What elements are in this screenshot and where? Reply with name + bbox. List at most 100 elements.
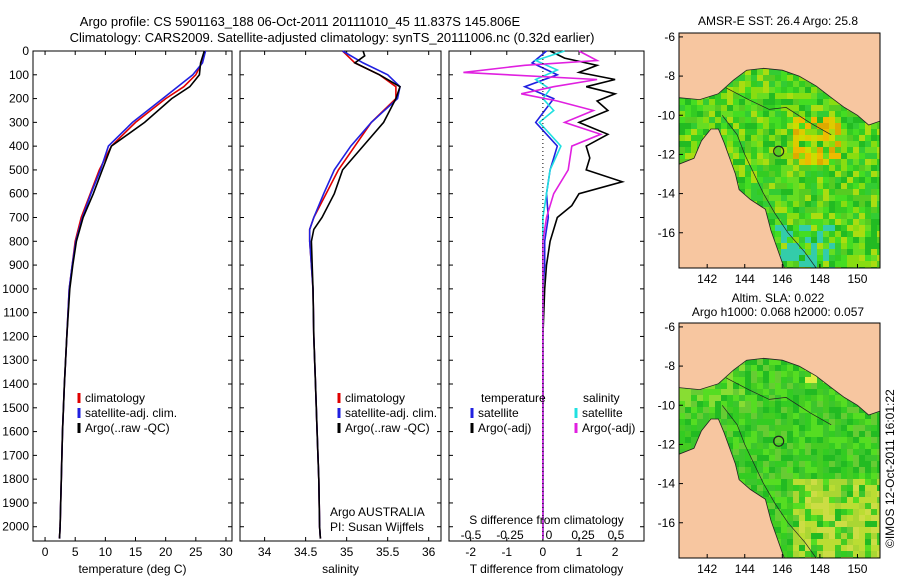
sla-map-data-cell: [847, 527, 853, 533]
sst-map-data-cell: [847, 159, 853, 165]
sst-map-data-cell: [787, 105, 793, 111]
sla-map-data-cell: [775, 425, 781, 431]
sst-map-data-cell: [871, 195, 877, 201]
sst-map-data-cell: [775, 147, 781, 153]
sst-map-land-australia: [679, 128, 785, 268]
sla-map-data-cell: [805, 371, 811, 377]
sla-map-data-cell: [865, 527, 871, 533]
sst-map-data-cell: [691, 123, 697, 129]
sla-map-data-cell: [841, 407, 847, 413]
sla-map-data-cell: [847, 491, 853, 497]
sst-map-data-cell: [859, 123, 865, 129]
sst-map-xtick-label: 142: [697, 272, 717, 286]
sst-map-data-cell: [781, 81, 787, 87]
sst-map-data-cell: [697, 129, 703, 135]
sst-map-data-cell: [727, 129, 733, 135]
sst-map-data-cell: [769, 195, 775, 201]
sla-map-data-cell: [865, 521, 871, 527]
sla-map-data-cell: [787, 479, 793, 485]
sla-map-data-cell: [835, 467, 841, 473]
sla-map-data-cell: [841, 425, 847, 431]
sla-map-ytick-label: -16: [658, 516, 676, 530]
sla-map-data-cell: [775, 521, 781, 527]
sla-map-data-cell: [703, 401, 709, 407]
sla-map-data-cell: [787, 491, 793, 497]
sst-map-data-cell: [871, 147, 877, 153]
sst-map-data-cell: [811, 141, 817, 147]
sst-map-data-cell: [757, 147, 763, 153]
sla-map-data-cell: [775, 509, 781, 515]
sst-map-data-cell: [811, 117, 817, 123]
sst-map-data-cell: [805, 99, 811, 105]
sst-map-data-cell: [751, 111, 757, 117]
sla-map-data-cell: [847, 449, 853, 455]
sst-map-data-cell: [691, 129, 697, 135]
sla-map-data-cell: [829, 539, 835, 545]
sla-map-data-cell: [793, 503, 799, 509]
sla-map-data-cell: [865, 431, 871, 437]
sla-map-data-cell: [877, 491, 880, 497]
sla-map-data-cell: [685, 425, 691, 431]
sst-map-data-cell: [847, 189, 853, 195]
sla-map-data-cell: [685, 443, 691, 449]
sla-map-data-cell: [787, 449, 793, 455]
sla-map-data-cell: [727, 371, 733, 377]
sla-map-data-cell: [829, 449, 835, 455]
sst-map-data-cell: [823, 105, 829, 111]
sst-map-data-cell: [871, 129, 877, 135]
sla-map-data-cell: [859, 515, 865, 521]
sst-map-data-cell: [793, 81, 799, 87]
sst-map-data-cell: [865, 225, 871, 231]
sst-map-data-cell: [853, 249, 859, 255]
sla-map-data-cell: [781, 521, 787, 527]
sst-map-data-cell: [823, 237, 829, 243]
sla-map-data-cell: [823, 431, 829, 437]
sla-map-data-cell: [787, 485, 793, 491]
sst-map-data-cell: [865, 261, 871, 267]
sst-map-data-cell: [787, 117, 793, 123]
sst-map-data-cell: [817, 141, 823, 147]
sla-map-data-cell: [697, 395, 703, 401]
sst-map-data-cell: [775, 159, 781, 165]
sst-map-data-cell: [775, 135, 781, 141]
sla-map-data-cell: [829, 401, 835, 407]
sla-map-data-cell: [787, 497, 793, 503]
difference-legend-salinity-title: salinity: [583, 391, 620, 405]
salinity-xtick-label: 34.5: [294, 545, 318, 559]
sla-map-data-cell: [805, 449, 811, 455]
sst-map-data-cell: [769, 213, 775, 219]
sla-map-data-cell: [715, 407, 721, 413]
sla-map-data-cell: [835, 431, 841, 437]
sla-map-data-cell: [865, 449, 871, 455]
sst-map-data-cell: [769, 117, 775, 123]
sst-map-data-cell: [847, 225, 853, 231]
sst-map-data-cell: [859, 255, 865, 261]
sla-map-data-cell: [745, 431, 751, 437]
sla-map-data-cell: [781, 365, 787, 371]
sst-map-data-cell: [805, 201, 811, 207]
sst-map-data-cell: [871, 183, 877, 189]
sla-map-data-cell: [787, 467, 793, 473]
sla-map-data-cell: [847, 413, 853, 419]
sla-map-data-cell: [841, 473, 847, 479]
sla-map-data-cell: [829, 437, 835, 443]
sst-map-data-cell: [799, 219, 805, 225]
sst-map-data-cell: [745, 123, 751, 129]
sst-map-data-cell: [739, 81, 745, 87]
sla-map-data-cell: [793, 437, 799, 443]
sst-map-data-cell: [847, 231, 853, 237]
sst-map-data-cell: [871, 261, 877, 267]
sst-map-data-cell: [853, 237, 859, 243]
sla-map-data-cell: [787, 503, 793, 509]
sst-map-data-cell: [751, 117, 757, 123]
sst-map-data-cell: [841, 225, 847, 231]
sst-map-data-cell: [787, 159, 793, 165]
sla-map-data-cell: [853, 551, 859, 557]
salinity-xaxis-label: salinity: [322, 562, 359, 576]
sst-map-data-cell: [745, 105, 751, 111]
sst-map-data-cell: [781, 99, 787, 105]
sla-map-data-cell: [775, 419, 781, 425]
sla-map-data-cell: [823, 443, 829, 449]
sst-map-data-cell: [781, 243, 787, 249]
sla-map-data-cell: [685, 431, 691, 437]
